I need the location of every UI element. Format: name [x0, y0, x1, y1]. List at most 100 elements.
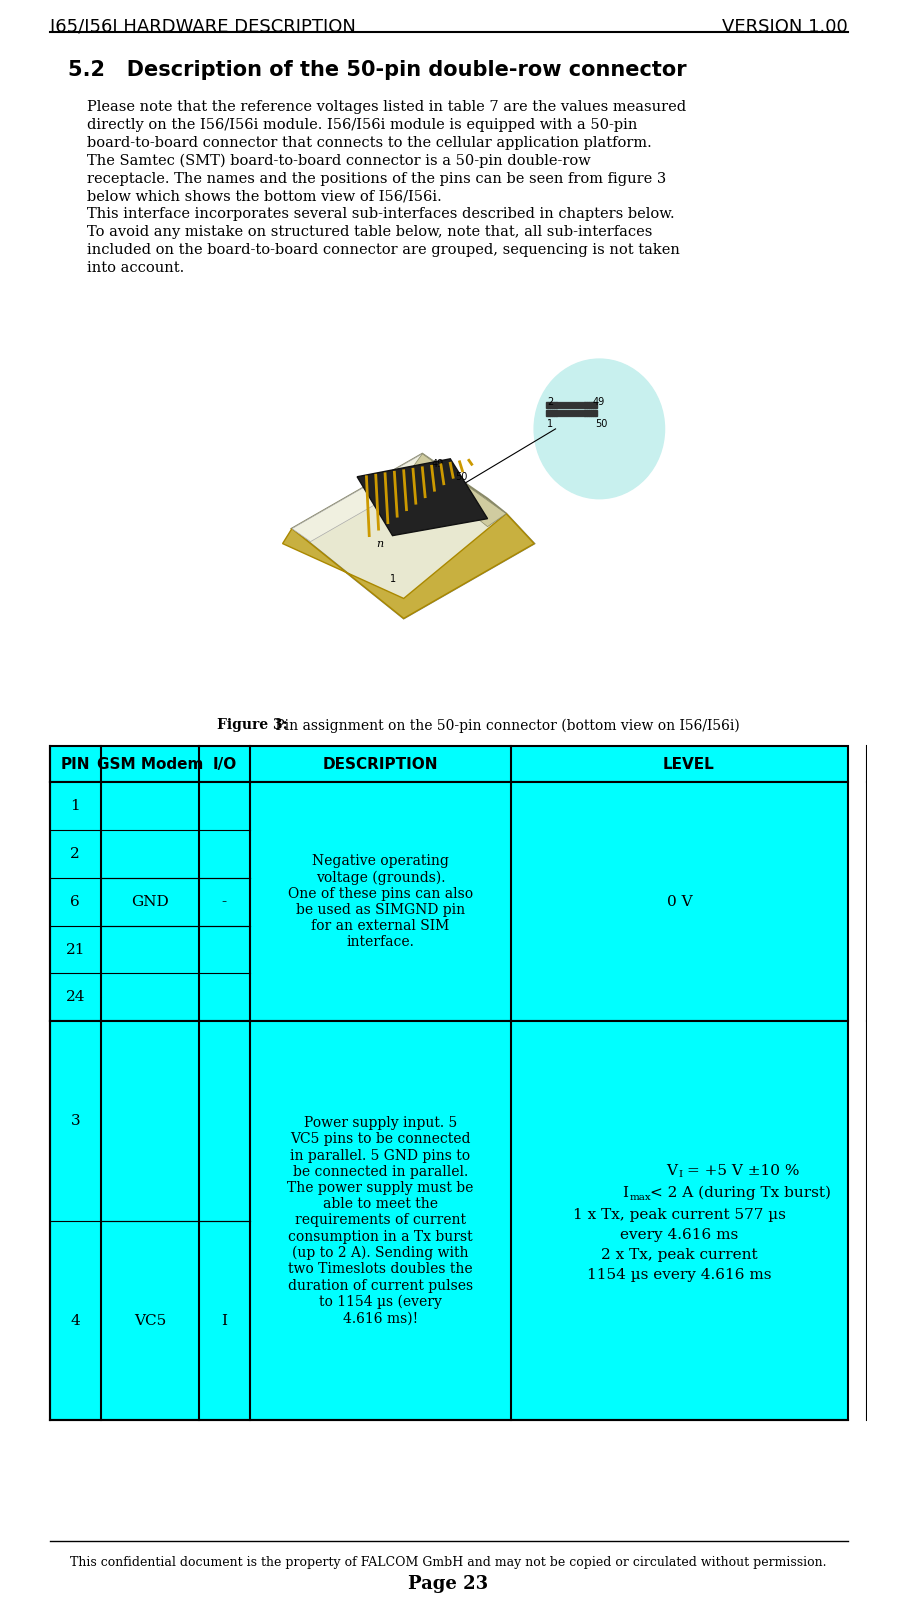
Bar — [596, 402, 597, 407]
Text: 1: 1 — [71, 798, 80, 813]
Bar — [583, 410, 585, 415]
Bar — [591, 402, 593, 407]
Text: Please note that the reference voltages listed in table 7 are the values measure: Please note that the reference voltages … — [87, 99, 686, 113]
Text: I65/I56I HARDWARE DESCRIPTION: I65/I56I HARDWARE DESCRIPTION — [49, 18, 355, 37]
Text: board-to-board connector that connects to the cellular application platform.: board-to-board connector that connects t… — [87, 136, 652, 150]
Text: 21: 21 — [65, 942, 85, 957]
Bar — [581, 402, 582, 407]
Text: 3: 3 — [71, 1115, 80, 1127]
Text: I/O: I/O — [213, 757, 237, 771]
Bar — [565, 402, 566, 407]
Text: VC5: VC5 — [134, 1314, 166, 1327]
Bar — [577, 410, 579, 415]
Bar — [570, 410, 572, 415]
Bar — [546, 410, 548, 415]
Bar — [569, 402, 570, 407]
Text: 24: 24 — [65, 990, 85, 1005]
Bar — [573, 410, 574, 415]
Polygon shape — [357, 458, 488, 535]
Text: To avoid any mistake on structured table below, note that, all sub-interfaces: To avoid any mistake on structured table… — [87, 225, 652, 240]
Bar — [562, 402, 564, 407]
Text: 2 x Tx, peak current: 2 x Tx, peak current — [601, 1247, 758, 1262]
Text: into account.: into account. — [87, 262, 184, 275]
Bar — [569, 410, 570, 415]
Polygon shape — [292, 454, 534, 618]
Bar — [585, 402, 587, 407]
Bar — [594, 402, 595, 407]
Text: Figure 3:: Figure 3: — [217, 719, 288, 731]
Text: GSM Modem: GSM Modem — [97, 757, 203, 771]
Bar — [556, 402, 558, 407]
Text: < 2 A (during Tx burst): < 2 A (during Tx burst) — [649, 1185, 831, 1199]
Text: 2: 2 — [71, 846, 80, 861]
Text: 1: 1 — [547, 418, 553, 430]
Polygon shape — [283, 514, 534, 618]
Text: This confidential document is the property of FALCOM GmbH and may not be copied : This confidential document is the proper… — [70, 1555, 827, 1568]
Text: GND: GND — [131, 894, 169, 909]
Text: 1 x Tx, peak current 577 µs: 1 x Tx, peak current 577 µs — [573, 1207, 786, 1222]
Bar — [49, 1022, 848, 1420]
Polygon shape — [413, 454, 506, 527]
Text: below which shows the bottom view of I56/I56i.: below which shows the bottom view of I56… — [87, 190, 441, 203]
Text: VERSION 1.00: VERSION 1.00 — [722, 18, 848, 37]
Bar — [575, 410, 577, 415]
Bar — [567, 410, 568, 415]
Bar — [49, 783, 848, 1022]
Bar — [561, 402, 562, 407]
Bar — [554, 410, 556, 415]
Bar — [556, 410, 558, 415]
Text: I: I — [678, 1171, 683, 1180]
Text: 1: 1 — [389, 573, 396, 583]
Text: 6: 6 — [71, 894, 80, 909]
Bar — [583, 402, 585, 407]
Text: Page 23: Page 23 — [408, 1575, 489, 1592]
Bar — [589, 410, 591, 415]
Text: Negative operating
voltage (grounds).
One of these pins can also
be used as SIMG: Negative operating voltage (grounds). On… — [288, 854, 473, 949]
Text: LEVEL: LEVEL — [663, 757, 715, 771]
Text: 0 V: 0 V — [666, 894, 692, 909]
Bar — [596, 410, 597, 415]
Bar — [551, 402, 552, 407]
Bar — [575, 402, 577, 407]
Bar — [551, 410, 552, 415]
Text: 50: 50 — [455, 471, 467, 482]
Text: I: I — [222, 1314, 227, 1327]
Bar — [548, 402, 550, 407]
Bar — [577, 402, 579, 407]
Bar — [570, 402, 572, 407]
Bar — [591, 410, 593, 415]
Text: V: V — [666, 1164, 677, 1179]
Text: receptacle. The names and the positions of the pins can be seen from figure 3: receptacle. The names and the positions … — [87, 171, 666, 185]
Text: every 4.616 ms: every 4.616 ms — [621, 1228, 738, 1242]
Bar — [548, 410, 550, 415]
Text: 1154 µs every 4.616 ms: 1154 µs every 4.616 ms — [588, 1268, 771, 1282]
Bar — [594, 410, 595, 415]
Text: 49: 49 — [431, 458, 444, 470]
Bar — [579, 410, 580, 415]
Bar — [573, 402, 574, 407]
Bar — [579, 402, 580, 407]
Text: 50: 50 — [595, 418, 607, 430]
Circle shape — [534, 359, 665, 498]
Text: directly on the I56/I56i module. I56/I56i module is equipped with a 50-pin: directly on the I56/I56i module. I56/I56… — [87, 118, 638, 131]
Bar — [589, 402, 591, 407]
Bar — [559, 402, 560, 407]
Text: DESCRIPTION: DESCRIPTION — [323, 757, 438, 771]
Bar — [546, 402, 548, 407]
Bar — [581, 410, 582, 415]
Bar — [567, 402, 568, 407]
Text: max: max — [630, 1193, 652, 1203]
Text: 5.2   Description of the 50-pin double-row connector: 5.2 Description of the 50-pin double-row… — [68, 59, 687, 80]
Text: 2: 2 — [547, 398, 553, 407]
Bar — [554, 402, 556, 407]
Bar — [562, 410, 564, 415]
Bar — [49, 746, 848, 783]
Text: Pin assignment on the 50-pin connector (bottom view on I56/I56i): Pin assignment on the 50-pin connector (… — [272, 719, 740, 733]
Polygon shape — [292, 454, 441, 541]
Text: n: n — [376, 538, 383, 549]
Bar — [585, 410, 587, 415]
Text: 49: 49 — [592, 398, 605, 407]
Text: PIN: PIN — [61, 757, 90, 771]
Text: -: - — [222, 894, 227, 909]
Bar — [559, 410, 560, 415]
